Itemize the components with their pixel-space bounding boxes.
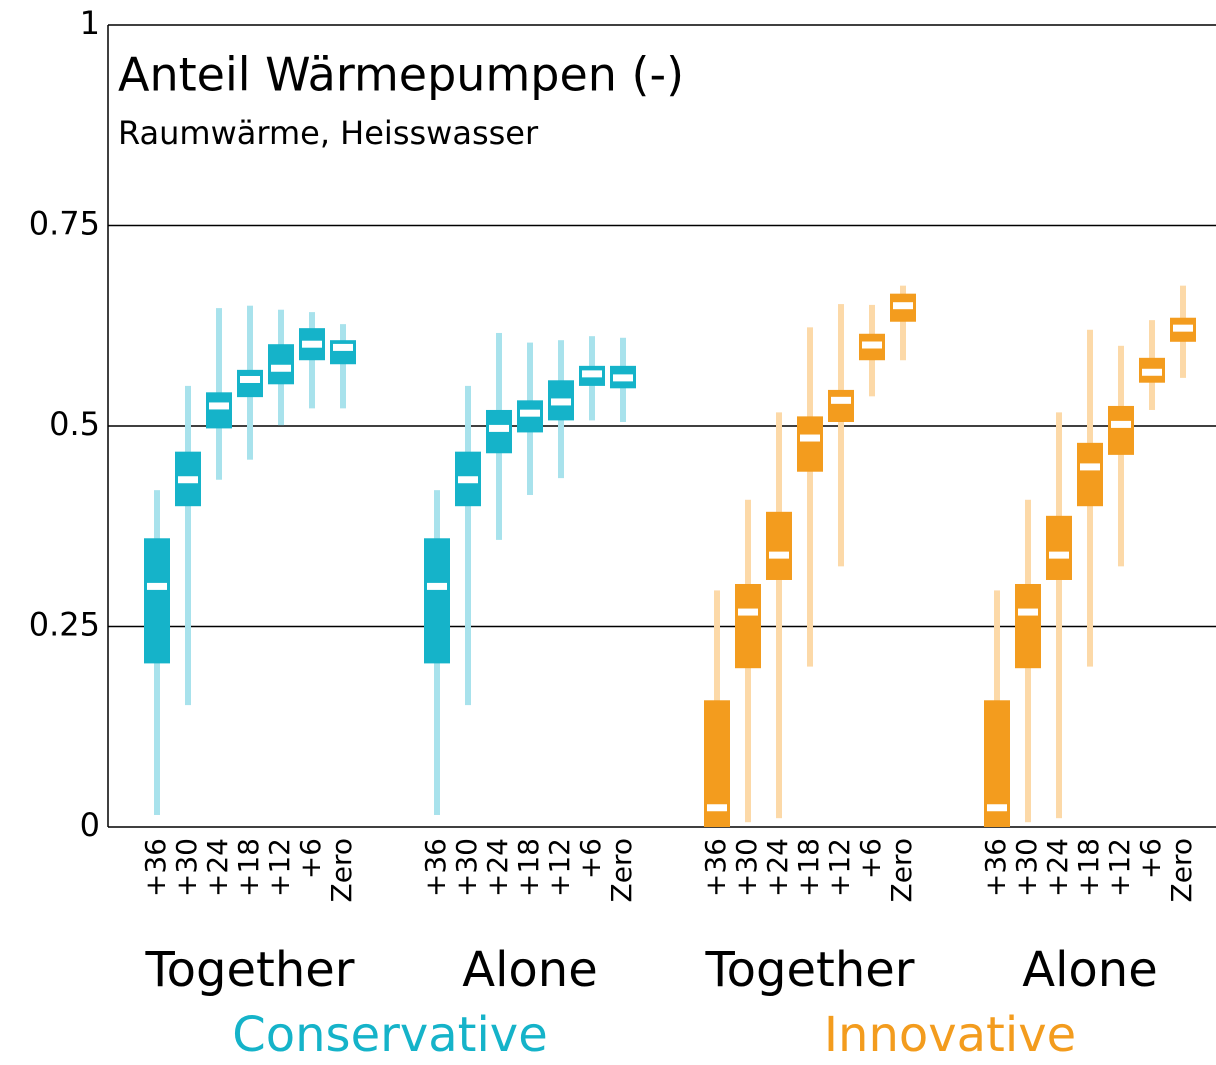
series-label: Alone: [1022, 942, 1158, 998]
x-tick-label: +6: [574, 838, 607, 879]
x-tick-label: +6: [854, 838, 887, 879]
whisker: [1056, 412, 1062, 819]
series-label: Together: [144, 942, 354, 998]
box: [1108, 405, 1134, 455]
box: [424, 538, 450, 664]
whisker: [465, 385, 471, 706]
median: [893, 302, 913, 310]
x-tick-label: +36: [419, 838, 452, 897]
x-tick-label: +12: [263, 838, 296, 897]
median: [1173, 324, 1193, 332]
median: [427, 582, 447, 590]
x-tick-label: +24: [1041, 838, 1074, 897]
whisker: [838, 304, 844, 567]
median: [707, 804, 727, 812]
x-tick-label: +6: [1134, 838, 1167, 879]
box: [735, 583, 761, 669]
x-tick-label: +24: [481, 838, 514, 897]
median: [489, 424, 509, 432]
x-tick-label: +36: [699, 838, 732, 897]
chart-subtitle: Raumwärme, Heisswasser: [118, 114, 539, 152]
median: [147, 582, 167, 590]
whisker: [340, 324, 346, 409]
x-tick-label: +12: [1103, 838, 1136, 897]
x-tick-label: +18: [1072, 838, 1105, 897]
x-tick-label: Zero: [885, 838, 918, 902]
series-label: Together: [704, 942, 914, 998]
y-tick-label: 0.75: [29, 205, 100, 243]
whisker: [1118, 345, 1124, 567]
x-tick-label: +30: [1010, 838, 1043, 897]
x-tick-label: +30: [170, 838, 203, 897]
series-label: Alone: [462, 942, 598, 998]
x-tick-label: +24: [201, 838, 234, 897]
median: [240, 375, 260, 383]
median: [1018, 608, 1038, 616]
x-tick-label: +6: [294, 838, 327, 879]
box: [237, 369, 263, 398]
y-tick-label: 1: [80, 4, 100, 42]
whisker: [807, 327, 813, 667]
box: [1046, 515, 1072, 580]
x-tick-label: +24: [761, 838, 794, 897]
box: [1077, 442, 1103, 507]
box: [330, 340, 356, 365]
box: [1015, 583, 1041, 669]
median: [987, 804, 1007, 812]
x-tick-label: +36: [979, 838, 1012, 897]
group-label: Innovative: [824, 1007, 1076, 1061]
box: [766, 511, 792, 580]
median: [800, 434, 820, 442]
x-tick-label: +12: [823, 838, 856, 897]
x-tick-label: +30: [450, 838, 483, 897]
median: [582, 370, 602, 378]
median: [1080, 463, 1100, 471]
x-tick-label: +18: [512, 838, 545, 897]
box: [797, 416, 823, 472]
median: [302, 340, 322, 348]
y-tick-label: 0: [80, 806, 100, 844]
median: [831, 396, 851, 404]
group-label: Conservative: [232, 1007, 548, 1061]
median: [458, 476, 478, 484]
x-tick-label: Zero: [325, 838, 358, 902]
median: [1049, 551, 1069, 559]
median: [1111, 420, 1131, 428]
median: [209, 402, 229, 410]
x-tick-label: +30: [730, 838, 763, 897]
median: [333, 343, 353, 351]
median: [738, 608, 758, 616]
x-tick-label: Zero: [1165, 838, 1198, 902]
whisker: [776, 412, 782, 819]
median: [271, 364, 291, 372]
x-tick-label: +18: [232, 838, 265, 897]
median: [551, 398, 571, 406]
median: [520, 409, 540, 417]
chart-title: Anteil Wärmepumpen (-): [118, 48, 684, 102]
x-tick-label: +18: [792, 838, 825, 897]
box: [206, 392, 232, 429]
median: [178, 476, 198, 484]
x-tick-label: +12: [543, 838, 576, 897]
median: [613, 374, 633, 382]
median: [862, 341, 882, 349]
whisker: [185, 385, 191, 706]
median: [769, 551, 789, 559]
box: [828, 389, 854, 422]
box: [144, 538, 170, 664]
y-tick-label: 0.5: [49, 405, 100, 443]
box: [268, 344, 294, 385]
whisker: [900, 285, 906, 361]
median: [1142, 368, 1162, 376]
x-tick-label: +36: [139, 838, 172, 897]
y-tick-label: 0.25: [29, 606, 100, 644]
x-tick-label: Zero: [605, 838, 638, 902]
